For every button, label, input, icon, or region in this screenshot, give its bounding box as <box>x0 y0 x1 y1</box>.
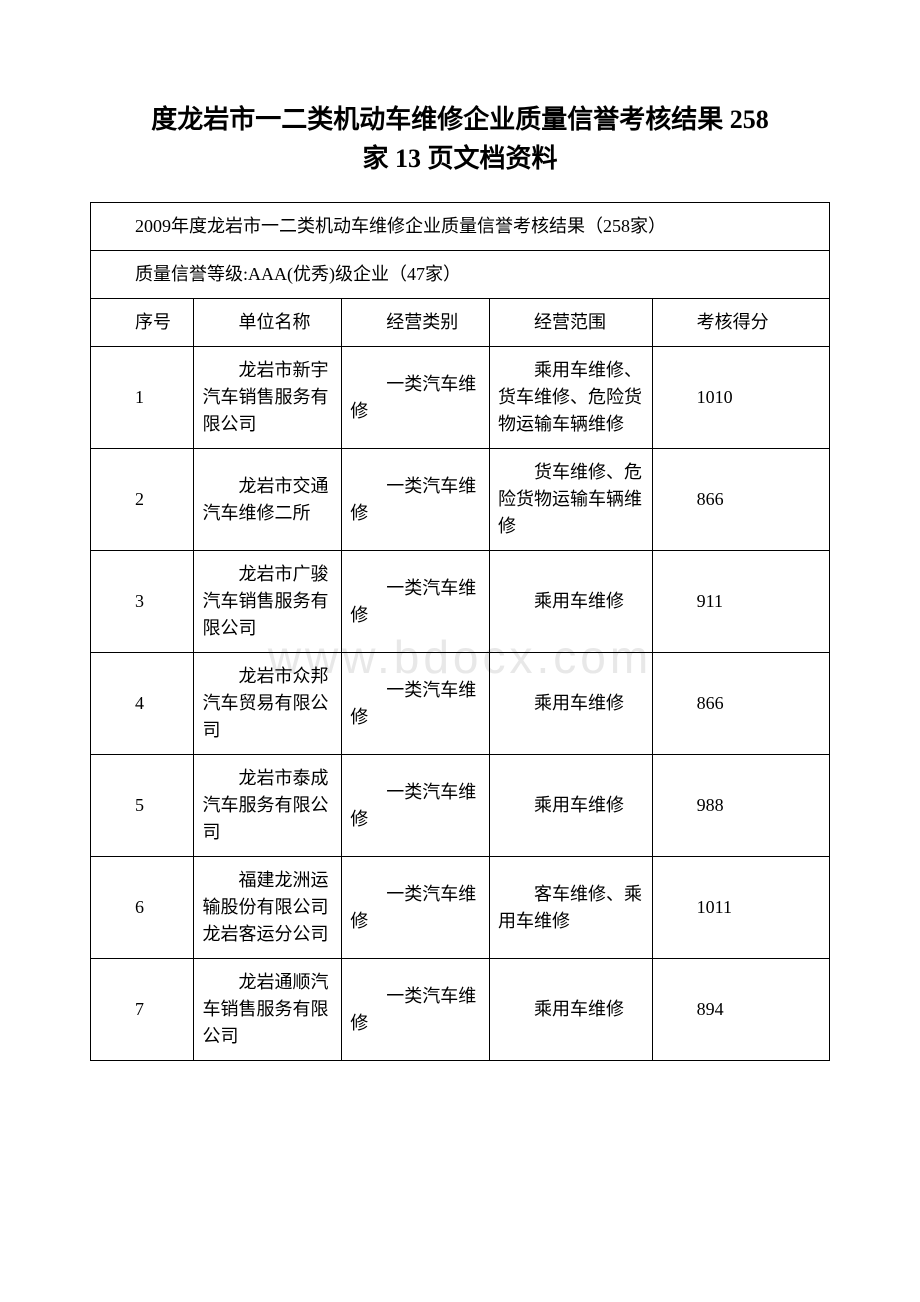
cell-score: 1010 <box>652 347 829 449</box>
cell-seq: 3 <box>91 551 194 653</box>
table-row: 4 龙岩市众邦汽车贸易有限公司 一类汽车维修 乘用车维修 866 <box>91 653 830 755</box>
cell-seq: 2 <box>91 449 194 551</box>
cell-scope: 乘用车维修 <box>490 755 653 857</box>
cell-scope: 客车维修、乘用车维修 <box>490 857 653 959</box>
cell-name: 龙岩通顺汽车销售服务有限公司 <box>194 959 342 1061</box>
cell-cat: 一类汽车维修 <box>342 959 490 1061</box>
cell-seq: 4 <box>91 653 194 755</box>
cell-name: 龙岩市新宇汽车销售服务有限公司 <box>194 347 342 449</box>
cell-score: 894 <box>652 959 829 1061</box>
col-header-seq: 序号 <box>91 299 194 347</box>
col-header-scope: 经营范围 <box>490 299 653 347</box>
table-row: 6 福建龙洲运输股份有限公司龙岩客运分公司 一类汽车维修 客车维修、乘用车维修 … <box>91 857 830 959</box>
cell-scope: 乘用车维修 <box>490 551 653 653</box>
page-title: 度龙岩市一二类机动车维修企业质量信誉考核结果 258 家 13 页文档资料 <box>90 100 830 178</box>
col-header-name: 单位名称 <box>194 299 342 347</box>
table-row: 1 龙岩市新宇汽车销售服务有限公司 一类汽车维修 乘用车维修、货车维修、危险货物… <box>91 347 830 449</box>
cell-seq: 6 <box>91 857 194 959</box>
cell-score: 988 <box>652 755 829 857</box>
table-row: 7 龙岩通顺汽车销售服务有限公司 一类汽车维修 乘用车维修 894 <box>91 959 830 1061</box>
col-header-cat: 经营类别 <box>342 299 490 347</box>
table-subheader-cell: 质量信誉等级:AAA(优秀)级企业（47家） <box>91 251 830 299</box>
title-line-2: 家 13 页文档资料 <box>362 144 557 173</box>
table-subheader-row: 质量信誉等级:AAA(优秀)级企业（47家） <box>91 251 830 299</box>
table-header-cell: 2009年度龙岩市一二类机动车维修企业质量信誉考核结果（258家） <box>91 203 830 251</box>
cell-seq: 1 <box>91 347 194 449</box>
cell-score: 911 <box>652 551 829 653</box>
col-header-score: 考核得分 <box>652 299 829 347</box>
cell-score: 866 <box>652 653 829 755</box>
table-row: 5 龙岩市泰成汽车服务有限公司 一类汽车维修 乘用车维修 988 <box>91 755 830 857</box>
cell-name: 福建龙洲运输股份有限公司龙岩客运分公司 <box>194 857 342 959</box>
table-row: 2 龙岩市交通汽车维修二所 一类汽车维修 货车维修、危险货物运输车辆维修 866 <box>91 449 830 551</box>
results-table: 2009年度龙岩市一二类机动车维修企业质量信誉考核结果（258家） 质量信誉等级… <box>90 202 830 1061</box>
cell-cat: 一类汽车维修 <box>342 551 490 653</box>
cell-scope: 乘用车维修、货车维修、危险货物运输车辆维修 <box>490 347 653 449</box>
cell-cat: 一类汽车维修 <box>342 857 490 959</box>
cell-scope: 乘用车维修 <box>490 653 653 755</box>
cell-cat: 一类汽车维修 <box>342 347 490 449</box>
cell-name: 龙岩市交通汽车维修二所 <box>194 449 342 551</box>
table-column-header-row: 序号 单位名称 经营类别 经营范围 考核得分 <box>91 299 830 347</box>
cell-score: 1011 <box>652 857 829 959</box>
cell-cat: 一类汽车维修 <box>342 449 490 551</box>
cell-score: 866 <box>652 449 829 551</box>
cell-name: 龙岩市众邦汽车贸易有限公司 <box>194 653 342 755</box>
cell-scope: 乘用车维修 <box>490 959 653 1061</box>
title-line-1: 度龙岩市一二类机动车维修企业质量信誉考核结果 258 <box>151 105 769 134</box>
cell-name: 龙岩市泰成汽车服务有限公司 <box>194 755 342 857</box>
cell-cat: 一类汽车维修 <box>342 755 490 857</box>
cell-seq: 7 <box>91 959 194 1061</box>
cell-seq: 5 <box>91 755 194 857</box>
table-row: 3 龙岩市广骏汽车销售服务有限公司 一类汽车维修 乘用车维修 911 <box>91 551 830 653</box>
cell-name: 龙岩市广骏汽车销售服务有限公司 <box>194 551 342 653</box>
table-header-row: 2009年度龙岩市一二类机动车维修企业质量信誉考核结果（258家） <box>91 203 830 251</box>
cell-scope: 货车维修、危险货物运输车辆维修 <box>490 449 653 551</box>
cell-cat: 一类汽车维修 <box>342 653 490 755</box>
